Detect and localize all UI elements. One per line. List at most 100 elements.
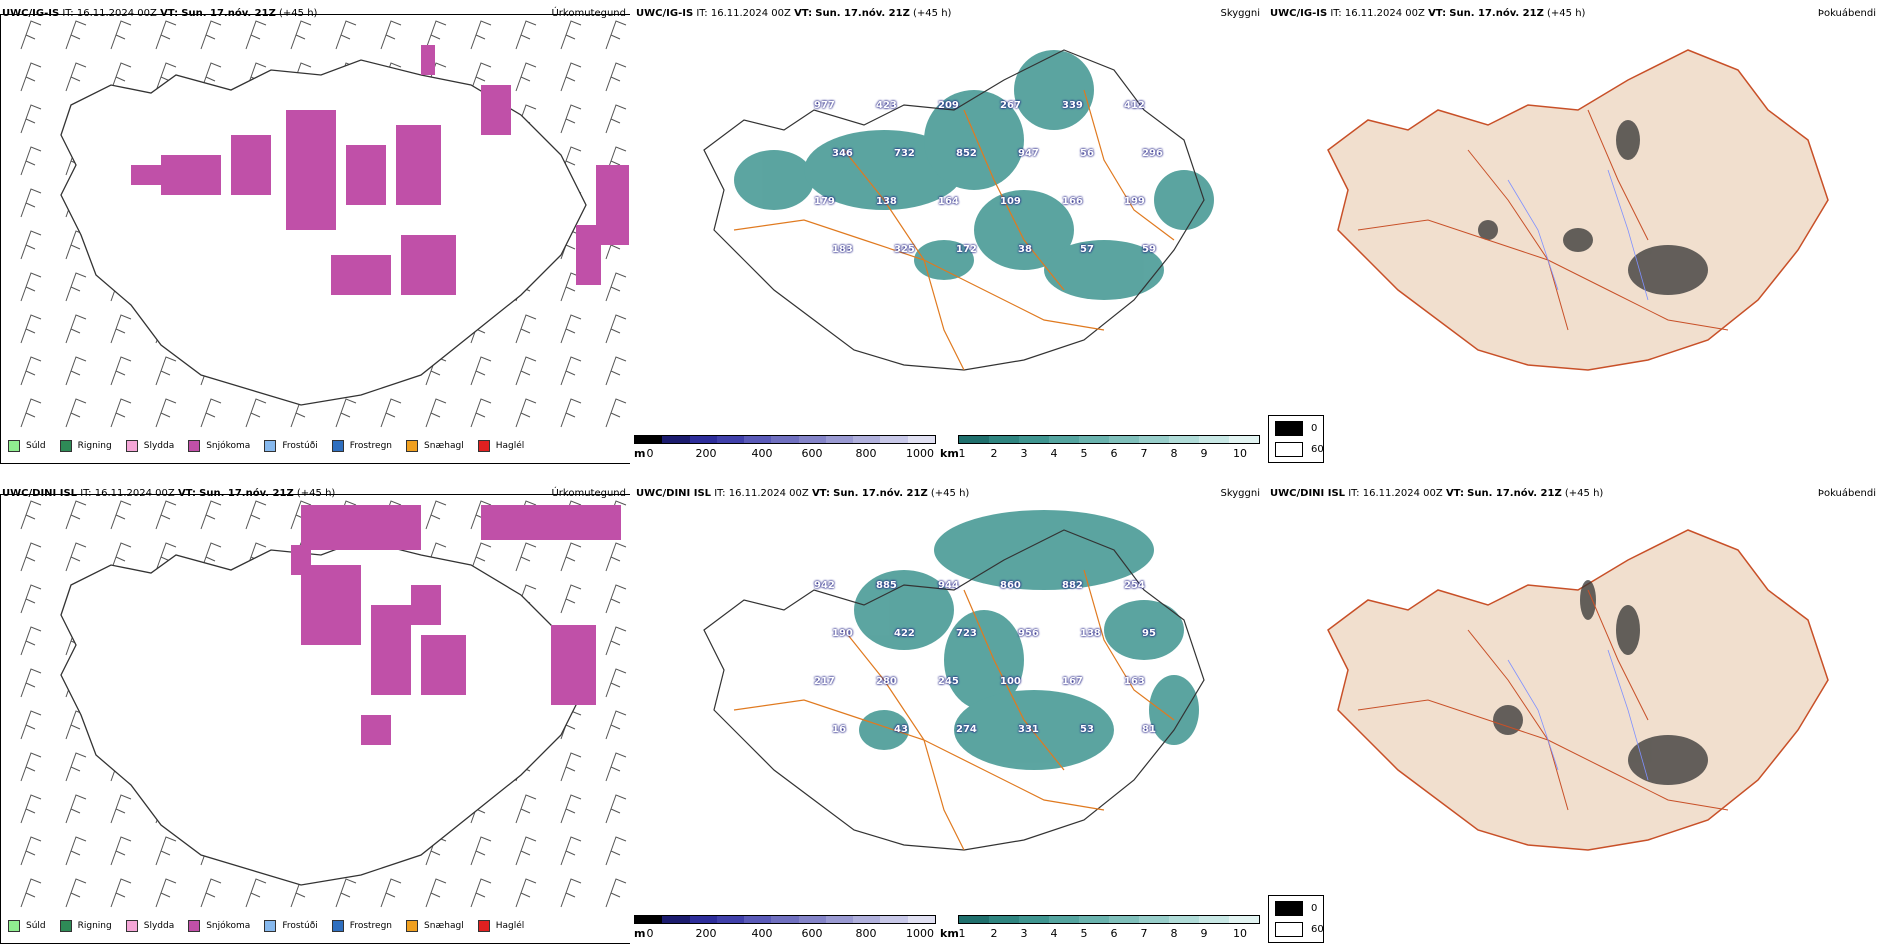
ceiling-bar bbox=[634, 915, 936, 924]
wind-barb bbox=[245, 878, 267, 908]
wind-barb bbox=[20, 668, 42, 698]
rivers bbox=[1507, 649, 1649, 781]
wind-barb bbox=[200, 878, 222, 908]
wind-barb bbox=[20, 356, 42, 386]
wind-barb bbox=[20, 188, 42, 218]
ceiling-label: 942 bbox=[814, 580, 835, 591]
ceiling-label: 723 bbox=[956, 628, 977, 639]
legend-item: Haglél bbox=[477, 440, 524, 452]
ceiling-label: 164 bbox=[938, 196, 959, 207]
ceiling-label: 199 bbox=[1124, 196, 1145, 207]
wind-barb bbox=[20, 20, 42, 50]
legend-item: Rigning bbox=[59, 440, 112, 452]
ceiling-label: 166 bbox=[1062, 196, 1083, 207]
ceiling-label: 190 bbox=[832, 628, 853, 639]
wind-barb bbox=[605, 398, 627, 428]
low-vis-areas bbox=[734, 50, 1214, 300]
wind-barb bbox=[425, 20, 447, 50]
wind-barb bbox=[605, 314, 627, 344]
wind-barb bbox=[65, 398, 87, 428]
ceiling-unit: m bbox=[634, 927, 646, 940]
ceiling-label: 59 bbox=[1142, 244, 1156, 255]
precip-panel-2: UWC/DINI ISL IT: 16.11.2024 00Z VT: Sun.… bbox=[0, 480, 630, 950]
wind-barb bbox=[65, 542, 87, 572]
wind-barb bbox=[155, 20, 177, 50]
cloud-panel-2: UWC/DINI ISL IT: 16.11.2024 00Z VT: Sun.… bbox=[634, 488, 1260, 940]
wind-barb bbox=[65, 500, 87, 530]
legend-swatch bbox=[188, 920, 201, 932]
ceiling-label: 57 bbox=[1080, 244, 1094, 255]
fog-legend: 0 60 bbox=[1268, 415, 1324, 463]
iceland-outline bbox=[703, 529, 1205, 851]
wind-barb bbox=[560, 62, 582, 92]
legend-item: Frostregn bbox=[331, 920, 392, 932]
ceiling-label: 245 bbox=[938, 676, 959, 687]
legend-swatch bbox=[188, 440, 201, 452]
wind-barb bbox=[605, 794, 627, 824]
legend-swatch bbox=[331, 440, 344, 452]
panel-title: UWC/IG-IS IT: 16.11.2024 00Z VT: Sun. 17… bbox=[2, 8, 318, 19]
ceiling-unit: m bbox=[634, 447, 646, 460]
precip-frame-1 bbox=[0, 14, 630, 464]
ceiling-label: 209 bbox=[938, 100, 959, 111]
ceiling-label: 138 bbox=[876, 196, 897, 207]
wind-barb bbox=[560, 878, 582, 908]
wind-barb bbox=[515, 20, 537, 50]
wind-barb bbox=[20, 62, 42, 92]
wind-barb bbox=[20, 542, 42, 572]
visibility-unit: km bbox=[940, 447, 959, 460]
wind-barb bbox=[200, 20, 222, 50]
ceiling-label: 138 bbox=[1080, 628, 1101, 639]
ceiling-bar bbox=[634, 435, 936, 444]
category-label: Þokuábendi bbox=[1817, 8, 1876, 19]
wind-barb bbox=[20, 398, 42, 428]
wind-barb bbox=[560, 104, 582, 134]
ceiling-label: 346 bbox=[832, 148, 853, 159]
ceiling-label: 183 bbox=[832, 244, 853, 255]
panel-title: UWC/DINI ISL IT: 16.11.2024 00Z VT: Sun.… bbox=[1270, 488, 1604, 499]
rivers bbox=[1507, 169, 1649, 301]
category-label: Skyggni bbox=[1220, 488, 1260, 499]
wind-barb bbox=[110, 542, 132, 572]
legend-swatch bbox=[125, 920, 138, 932]
precip-panel-1: UWC/IG-IS IT: 16.11.2024 00Z VT: Sun. 17… bbox=[0, 0, 630, 470]
wind-barb bbox=[65, 20, 87, 50]
wind-barb bbox=[560, 314, 582, 344]
panel-title: UWC/DINI ISL IT: 16.11.2024 00Z VT: Sun.… bbox=[2, 488, 336, 499]
wind-barb bbox=[605, 542, 627, 572]
wind-barb bbox=[20, 794, 42, 824]
ceiling-label: 423 bbox=[876, 100, 897, 111]
wind-barb bbox=[110, 500, 132, 530]
ceiling-label: 53 bbox=[1080, 724, 1094, 735]
wind-barb bbox=[200, 542, 222, 572]
ceiling-label: 16 bbox=[832, 724, 846, 735]
iceland-outline bbox=[60, 539, 587, 886]
fog-map bbox=[1327, 529, 1829, 851]
wind-barb bbox=[155, 398, 177, 428]
ceiling-label: 217 bbox=[814, 676, 835, 687]
wind-barb bbox=[425, 398, 447, 428]
wind-barb bbox=[470, 878, 492, 908]
wind-barb bbox=[605, 668, 627, 698]
iceland-outline bbox=[60, 59, 587, 406]
wind-barb bbox=[110, 836, 132, 866]
wind-barb bbox=[110, 398, 132, 428]
wind-barb bbox=[380, 398, 402, 428]
ceiling-label: 43 bbox=[894, 724, 908, 735]
ceiling-label: 852 bbox=[956, 148, 977, 159]
ceiling-label: 163 bbox=[1124, 676, 1145, 687]
ceiling-label: 331 bbox=[1018, 724, 1039, 735]
fog-legend-swatch bbox=[1275, 421, 1303, 436]
panel-title: UWC/IG-IS IT: 16.11.2024 00Z VT: Sun. 17… bbox=[636, 8, 952, 19]
cloud-map bbox=[703, 49, 1214, 371]
wind-barb bbox=[20, 104, 42, 134]
wind-barb bbox=[425, 500, 447, 530]
legend-swatch bbox=[264, 920, 277, 932]
category-label: Úrkomutegund bbox=[551, 488, 626, 499]
wind-barb bbox=[200, 398, 222, 428]
wind-barb bbox=[65, 272, 87, 302]
wind-barb bbox=[65, 836, 87, 866]
wind-barb bbox=[560, 836, 582, 866]
wind-barb bbox=[560, 794, 582, 824]
wind-barb bbox=[245, 398, 267, 428]
